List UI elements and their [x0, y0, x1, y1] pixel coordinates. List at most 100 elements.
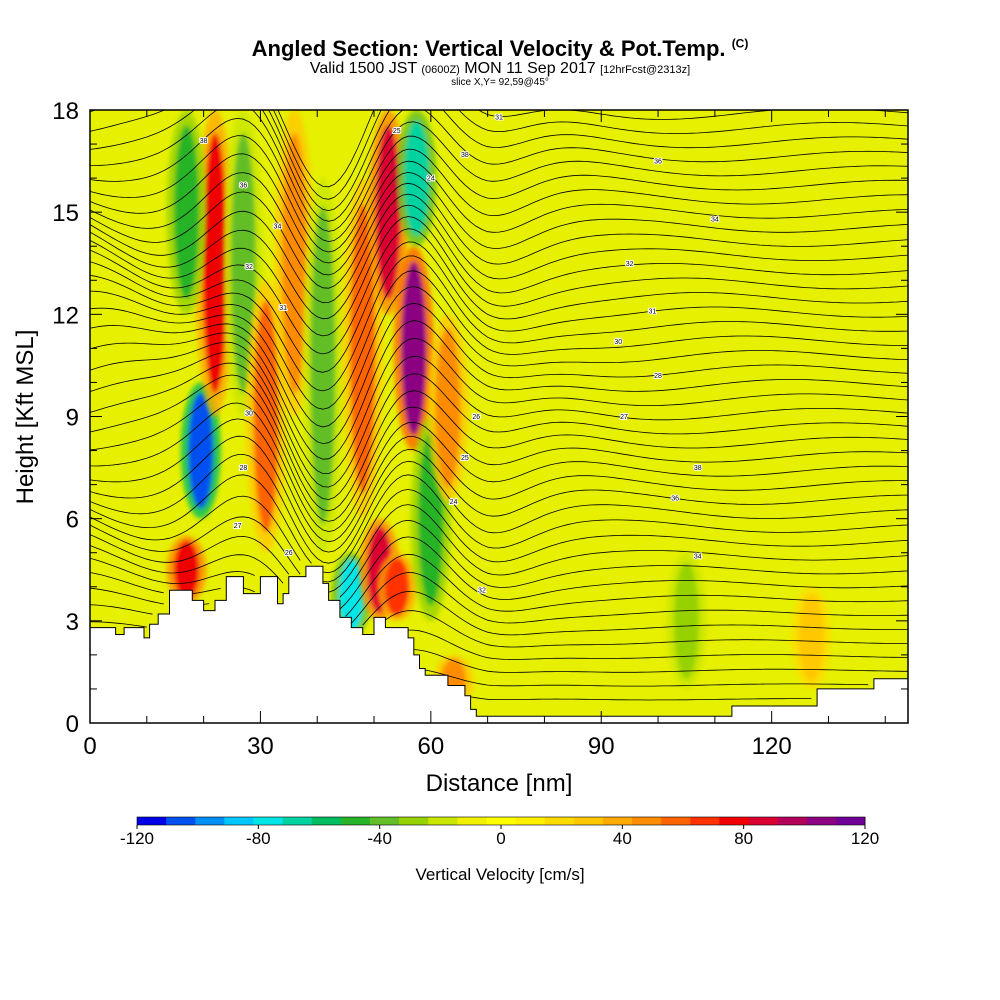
colorbar-swatch	[311, 817, 342, 825]
velocity-cell-core	[174, 125, 200, 300]
theta-contour	[90, 204, 908, 320]
velocity-cell	[166, 535, 207, 604]
theta-contour	[90, 362, 908, 500]
contour-label-text: 36	[671, 496, 679, 503]
theta-contour	[470, 696, 812, 701]
colorbar-swatch	[544, 817, 575, 825]
colorbar-tick-label: 40	[613, 829, 632, 848]
contour-label: 38	[693, 464, 703, 473]
contour-label-text: 34	[694, 554, 702, 561]
theta-contour	[90, 553, 908, 617]
colorbar-swatch	[137, 817, 167, 825]
chart-title: Angled Section: Vertical Velocity & Pot.…	[0, 36, 1000, 62]
colorbar-swatch	[399, 817, 429, 825]
theta-contour	[90, 587, 908, 636]
contour-label-text: 38	[461, 152, 469, 159]
subtitle-date: MON 11 Sep 2017	[459, 60, 601, 77]
theta-contour	[90, 255, 908, 392]
contour-label: 34	[710, 215, 720, 224]
contour-label: 38	[460, 151, 470, 160]
theta-contour	[90, 135, 908, 253]
colorbar: -120 -80 -40 0 40 80 120	[120, 816, 879, 848]
colorbar-swatch	[515, 817, 546, 825]
contour-label: 32	[625, 260, 635, 269]
contour-label-text: 24	[427, 176, 435, 183]
contour-label-text: 30	[245, 411, 253, 418]
contour-label: 36	[670, 495, 680, 504]
contour-label: 27	[233, 522, 243, 531]
velocity-cell	[427, 314, 468, 502]
y-tick-label: 15	[52, 200, 79, 227]
theta-contour	[413, 649, 908, 673]
colorbar-tick-label: -120	[120, 829, 154, 848]
colorbar-swatch	[573, 817, 604, 825]
contour-label-text: 26	[285, 550, 293, 557]
theta-contour	[90, 320, 908, 460]
colorbar-swatch	[748, 817, 779, 825]
contour-label-text: 32	[478, 588, 486, 595]
colorbar-swatch	[632, 817, 662, 825]
subtitle-forecast: [12hrFcst@2313z]	[600, 64, 691, 76]
colorbar-swatch	[428, 817, 458, 825]
velocity-cell	[302, 178, 343, 553]
velocity-cell-core	[350, 203, 376, 494]
y-tick-label: 0	[66, 711, 79, 738]
contour-label-text: 25	[393, 128, 401, 135]
contour-label-text: 25	[461, 455, 469, 462]
colorbar-swatch	[719, 817, 750, 825]
contour-label-text: 34	[274, 223, 282, 230]
subtitle-utc-time: (0600Z)	[421, 64, 460, 76]
contour-label: 36	[653, 158, 663, 167]
contour-label: 31	[278, 304, 288, 313]
contour-label-text: 34	[711, 216, 719, 223]
x-tick-label: 0	[83, 733, 96, 760]
chart-subtitle: Valid 1500 JST (0600Z) MON 11 Sep 2017 […	[0, 60, 1000, 78]
colorbar-tick-label: 80	[734, 829, 753, 848]
velocity-cell-core	[384, 557, 410, 616]
contour-label-text: 31	[648, 308, 656, 315]
theta-contour	[90, 337, 908, 474]
velocity-cell-core	[798, 594, 824, 682]
contour-label-text: 32	[626, 261, 634, 268]
velocity-cell-core	[310, 206, 336, 525]
contour-label: 28	[238, 464, 248, 473]
y-tick-label: 6	[66, 507, 79, 534]
contour-label-text: 31	[279, 305, 287, 312]
colorbar-swatch	[835, 817, 866, 825]
colorbar-swatch	[195, 817, 225, 825]
contour-label-text: 38	[694, 465, 702, 472]
colorbar-swatch	[777, 817, 808, 825]
colorbar-swatch	[486, 817, 517, 825]
contour-label-text: 27	[234, 523, 242, 530]
theta-contour	[90, 110, 908, 232]
contour-label: 24	[426, 175, 436, 184]
theta-contour	[90, 621, 908, 660]
velocity-cell-core	[375, 125, 401, 300]
velocity-cell	[376, 552, 417, 621]
theta-contour	[90, 286, 908, 428]
y-tick-label: 18	[52, 98, 79, 125]
colorbar-tick-label: -40	[367, 829, 392, 848]
contour-label: 31	[647, 307, 657, 316]
velocity-cell-core	[174, 540, 200, 599]
contour-label: 27	[619, 413, 629, 422]
theta-contour	[90, 171, 908, 276]
theta-contour	[90, 536, 908, 610]
subtitle-valid-time: Valid 1500 JST	[309, 60, 422, 77]
contour-label-text: 32	[245, 264, 253, 271]
contour-label: 32	[244, 263, 254, 272]
colorbar-tick-label: 0	[496, 829, 505, 848]
slice-label: slice X,Y= 92,59@45°	[451, 77, 549, 88]
colorbar-swatch	[369, 817, 400, 825]
contour-label-text: 30	[614, 339, 622, 346]
contour-label: 34	[693, 553, 703, 562]
contour-label-text: 27	[620, 414, 628, 421]
contour-label: 32	[477, 587, 487, 596]
velocity-cell-core	[230, 132, 256, 394]
contour-label-text: 31	[495, 114, 503, 121]
theta-contour	[90, 604, 908, 648]
theta-contour	[425, 669, 869, 687]
contour-label-text: 36	[654, 159, 662, 166]
